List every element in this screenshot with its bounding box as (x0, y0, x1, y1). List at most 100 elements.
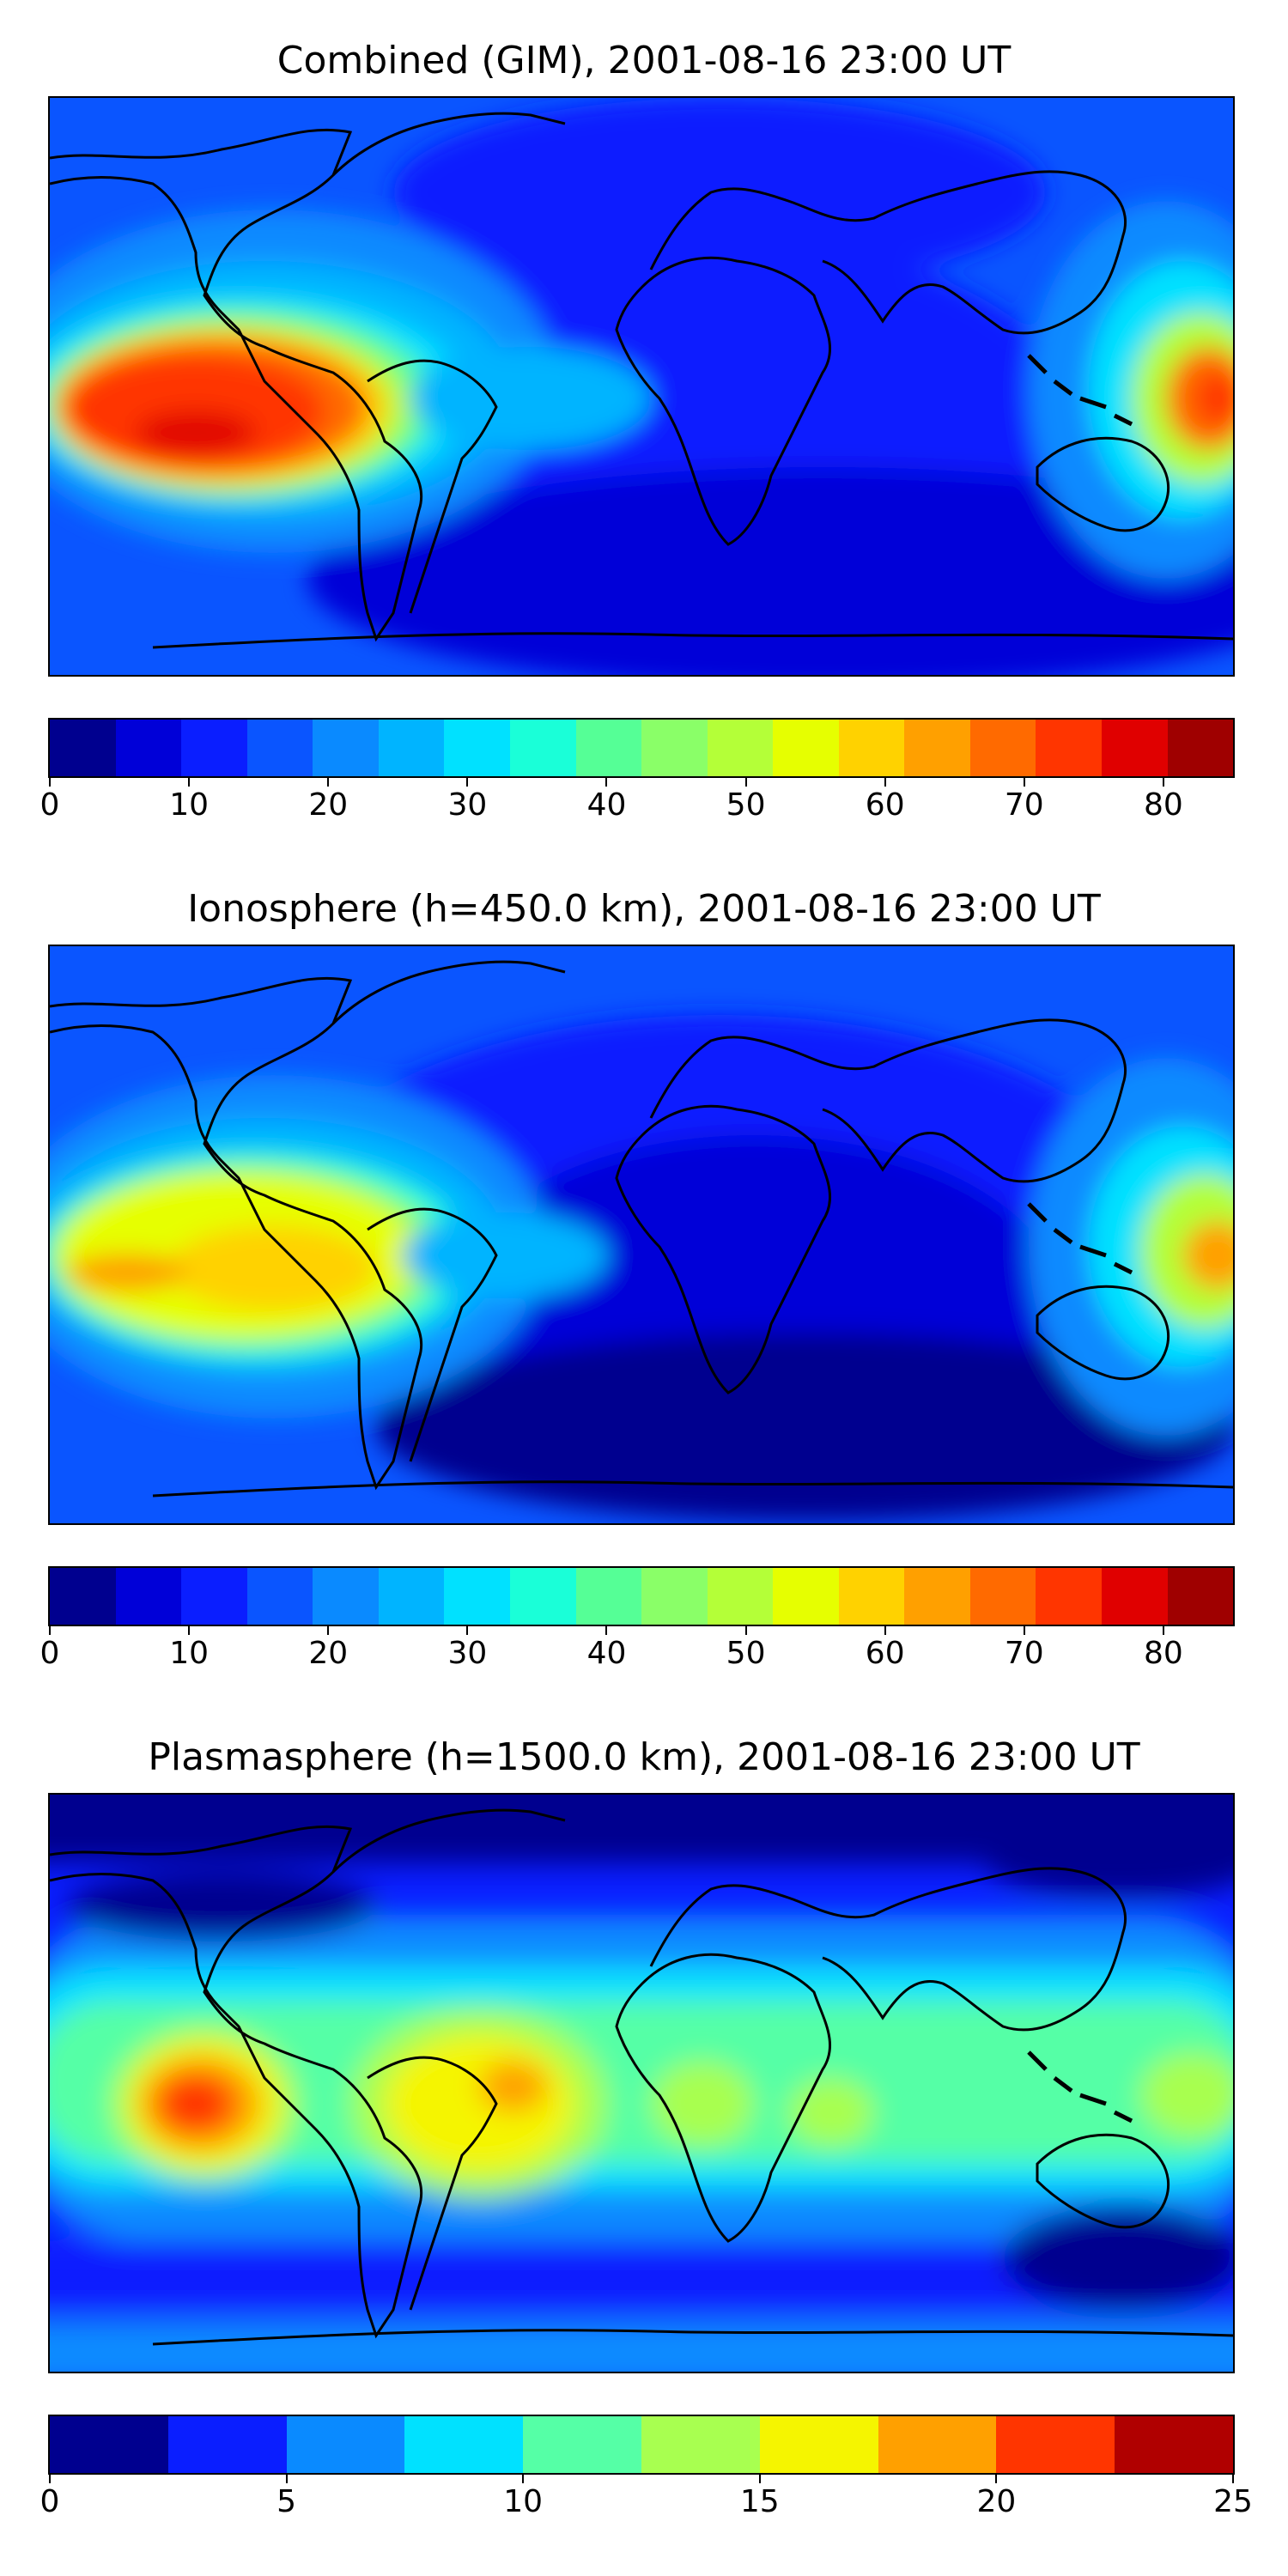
colorbar-segment (575, 1568, 642, 1625)
colorbar-tick-label: 10 (503, 2484, 544, 2519)
panel1-colorbar-ticks: 0 10 20 30 40 50 60 70 80 (40, 778, 1235, 831)
colorbar-segment (50, 2416, 168, 2473)
colorbar-segment (996, 2416, 1115, 2473)
colorbar-segment (444, 720, 510, 776)
panel3-colorbar (48, 2415, 1235, 2475)
colorbar-tick-mark (522, 2475, 525, 2483)
colorbar-tick-label: 10 (169, 787, 210, 823)
colorbar-tick-mark (1162, 1626, 1164, 1635)
colorbar-segment (181, 1568, 247, 1625)
colorbar-segment (641, 720, 708, 776)
colorbar-segment (838, 1568, 905, 1625)
panel1-title: Combined (GIM), 2001-08-16 23:00 UT (276, 39, 1012, 82)
colorbar-tick-mark (884, 1626, 886, 1635)
colorbar-segment (246, 1568, 313, 1625)
colorbar-tick-mark (758, 2475, 761, 2483)
colorbar-segment (378, 720, 445, 776)
colorbar-segment (50, 720, 116, 776)
colorbar-segment (50, 1568, 116, 1625)
colorbar-segment (904, 720, 970, 776)
colorbar-tick-mark (466, 778, 469, 787)
colorbar-segment (773, 720, 839, 776)
colorbar-tick-label: 40 (586, 787, 627, 823)
colorbar-segment (246, 720, 313, 776)
colorbar-segment (1036, 1568, 1102, 1625)
colorbar-segment (1167, 1568, 1234, 1625)
colorbar-tick-mark (605, 778, 608, 787)
colorbar-segment (509, 720, 576, 776)
colorbar-segment (641, 2416, 760, 2473)
colorbar-segment (167, 2416, 287, 2473)
colorbar-tick-mark (285, 2475, 288, 2483)
colorbar-tick-label: 30 (447, 787, 488, 823)
panel2-map (48, 945, 1235, 1525)
colorbar-segment (313, 720, 379, 776)
colorbar-tick-label: 25 (1213, 2484, 1253, 2519)
colorbar-segment (1102, 1568, 1168, 1625)
colorbar-tick-label: 70 (1004, 1636, 1044, 1671)
colorbar-segment (509, 1568, 576, 1625)
colorbar-tick-label: 0 (39, 1636, 60, 1671)
colorbar-segment (707, 720, 774, 776)
colorbar-tick-mark (744, 1626, 747, 1635)
colorbar-tick-label: 70 (1004, 787, 1044, 823)
colorbar-tick-label: 50 (726, 1636, 766, 1671)
colorbar-segment (641, 1568, 708, 1625)
colorbar-tick-label: 80 (1144, 787, 1183, 823)
panel2-colorbar (48, 1566, 1235, 1626)
colorbar-tick-mark (327, 1626, 330, 1635)
colorbar-tick-mark (995, 2475, 998, 2483)
panel2-colorbar-ticks: 0 10 20 30 40 50 60 70 80 (40, 1626, 1235, 1680)
panel3-title: Plasmasphere (h=1500.0 km), 2001-08-16 2… (148, 1735, 1140, 1779)
colorbar-tick-mark (188, 778, 191, 787)
colorbar-segment (523, 2416, 641, 2473)
colorbar-tick-mark (327, 778, 330, 787)
colorbar-tick-label: 50 (726, 787, 766, 823)
colorbar-tick-label: 0 (39, 787, 60, 823)
colorbar-segment (1115, 2416, 1233, 2473)
colorbar-tick-label: 0 (39, 2484, 60, 2519)
colorbar-segment (759, 2416, 878, 2473)
colorbar-tick-label: 20 (308, 787, 349, 823)
panel3-colorbar-ticks: 0 5 10 15 20 25 (40, 2475, 1253, 2528)
colorbar-segment (969, 720, 1036, 776)
colorbar-segment (773, 1568, 839, 1625)
colorbar-segment (904, 1568, 970, 1625)
colorbar-segment (404, 2416, 524, 2473)
colorbar-tick-mark (1232, 2475, 1234, 2483)
panel2-title: Ionosphere (h=450.0 km), 2001-08-16 23:0… (187, 887, 1101, 931)
colorbar-tick-label: 60 (865, 1636, 905, 1671)
colorbar-segment (181, 720, 247, 776)
colorbar-tick-label: 80 (1144, 1636, 1183, 1671)
colorbar-segment (838, 720, 905, 776)
colorbar-tick-label: 60 (865, 787, 905, 823)
colorbar-tick-mark (1023, 778, 1025, 787)
colorbar-segment (1102, 720, 1168, 776)
colorbar-segment (969, 1568, 1036, 1625)
panel1-colorbar (48, 718, 1235, 778)
colorbar-segment (707, 1568, 774, 1625)
colorbar-segment (1036, 720, 1102, 776)
colorbar-tick-mark (49, 2475, 51, 2483)
colorbar-segment (444, 1568, 510, 1625)
colorbar-segment (115, 720, 182, 776)
panel1-map (48, 96, 1235, 677)
colorbar-tick-mark (188, 1626, 191, 1635)
colorbar-tick-mark (49, 778, 51, 787)
colorbar-tick-mark (605, 1626, 608, 1635)
colorbar-tick-mark (744, 778, 747, 787)
colorbar-tick-mark (466, 1626, 469, 1635)
colorbar-tick-label: 40 (586, 1636, 627, 1671)
colorbar-segment (1167, 720, 1234, 776)
colorbar-segment (378, 1568, 445, 1625)
colorbar-tick-mark (1162, 778, 1164, 787)
colorbar-tick-label: 20 (976, 2484, 1017, 2519)
colorbar-tick-mark (1023, 1626, 1025, 1635)
colorbar-tick-mark (884, 778, 886, 787)
panel3-map (48, 1793, 1235, 2373)
colorbar-tick-label: 15 (739, 2484, 780, 2519)
colorbar-segment (575, 720, 642, 776)
colorbar-segment (286, 2416, 405, 2473)
colorbar-tick-label: 30 (447, 1636, 488, 1671)
colorbar-tick-label: 20 (308, 1636, 349, 1671)
